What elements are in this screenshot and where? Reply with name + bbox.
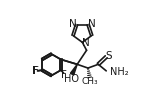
Text: F: F (33, 66, 39, 76)
Polygon shape (70, 64, 77, 75)
Text: N: N (82, 38, 90, 48)
Text: N: N (88, 19, 96, 29)
Text: F: F (61, 70, 67, 80)
Text: NH₂: NH₂ (110, 67, 129, 77)
Text: F: F (32, 66, 38, 76)
Text: S: S (106, 51, 112, 61)
Text: HO: HO (64, 74, 79, 84)
Text: N: N (69, 19, 77, 29)
Text: CH₃: CH₃ (82, 77, 99, 86)
